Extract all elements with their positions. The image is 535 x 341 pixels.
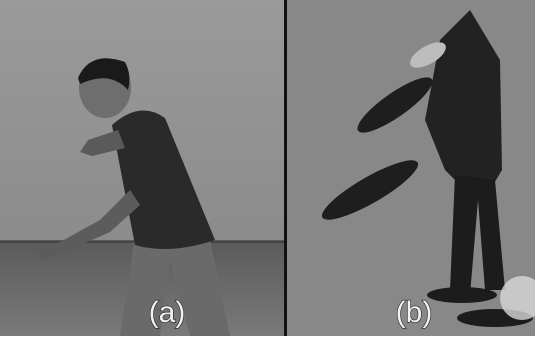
robot-foot: [427, 287, 497, 303]
divider: [284, 0, 287, 336]
figure: (a) (b): [0, 0, 535, 336]
panel-label: (a): [149, 296, 186, 329]
panel-a: [0, 0, 284, 336]
panel-b: [287, 0, 535, 336]
panel-label: (b): [396, 296, 433, 329]
